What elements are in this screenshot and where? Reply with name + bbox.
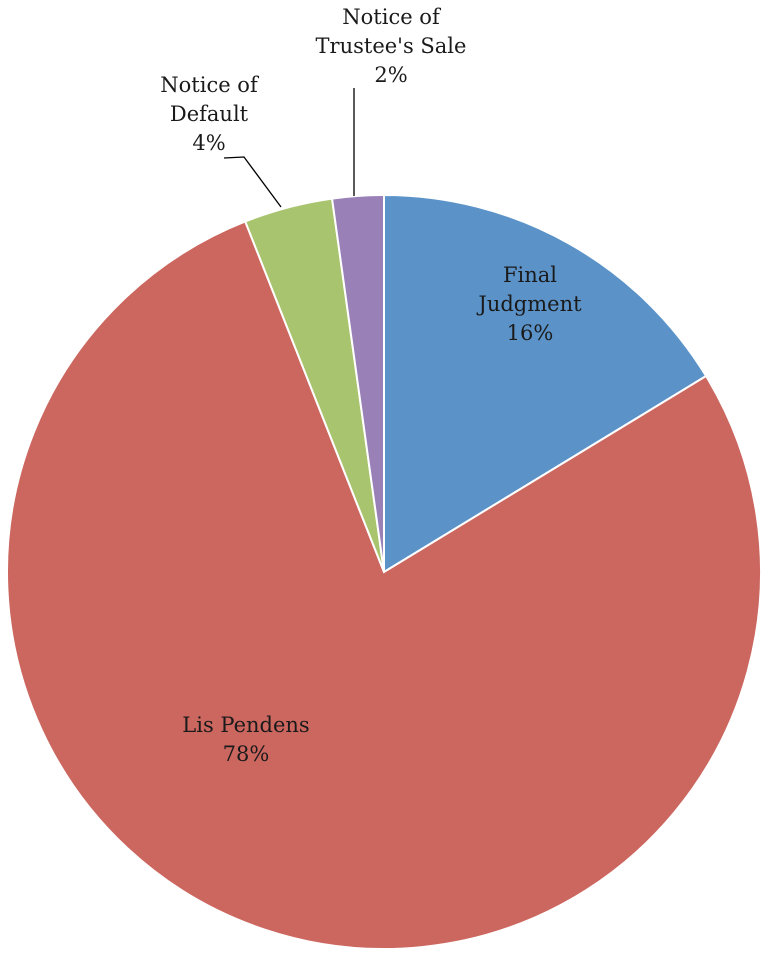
pie-slice-lis-pendens — [6, 220, 762, 950]
slice-percent: 2% — [374, 63, 407, 87]
slice-name-line: Notice of — [342, 5, 442, 29]
slice-label-notice-of-trustee-s-sale: Notice of Trustee's Sale 2% — [316, 5, 467, 87]
slice-percent: 78% — [223, 742, 270, 766]
slice-name-line: Judgment — [476, 292, 582, 316]
slice-percent: 4% — [192, 131, 225, 155]
slice-label-lis-pendens: Lis Pendens 78% — [182, 713, 309, 766]
pie-slice-final-judgment — [383, 193, 708, 574]
leader-line-notice-of-default — [223, 156, 282, 208]
slice-name-line: Default — [170, 102, 249, 126]
pie-slices — [6, 193, 762, 950]
slice-labels: Final Judgment 16% Lis Pendens 78% Notice of D… — [160, 5, 582, 766]
slice-name-line: Final — [503, 263, 557, 287]
slice-label-notice-of-default: Notice of Default 4% — [160, 73, 260, 155]
slice-name-line: Lis Pendens — [182, 713, 309, 737]
pie-slice-notice-of-trustee-s-sale — [330, 193, 385, 573]
slice-percent: 16% — [507, 321, 554, 345]
slice-label-final-judgment: Final Judgment 16% — [476, 263, 582, 345]
leader-lines — [223, 88, 355, 208]
slice-name-line: Notice of — [160, 73, 260, 97]
slice-name-line: Trustee's Sale — [316, 34, 467, 58]
